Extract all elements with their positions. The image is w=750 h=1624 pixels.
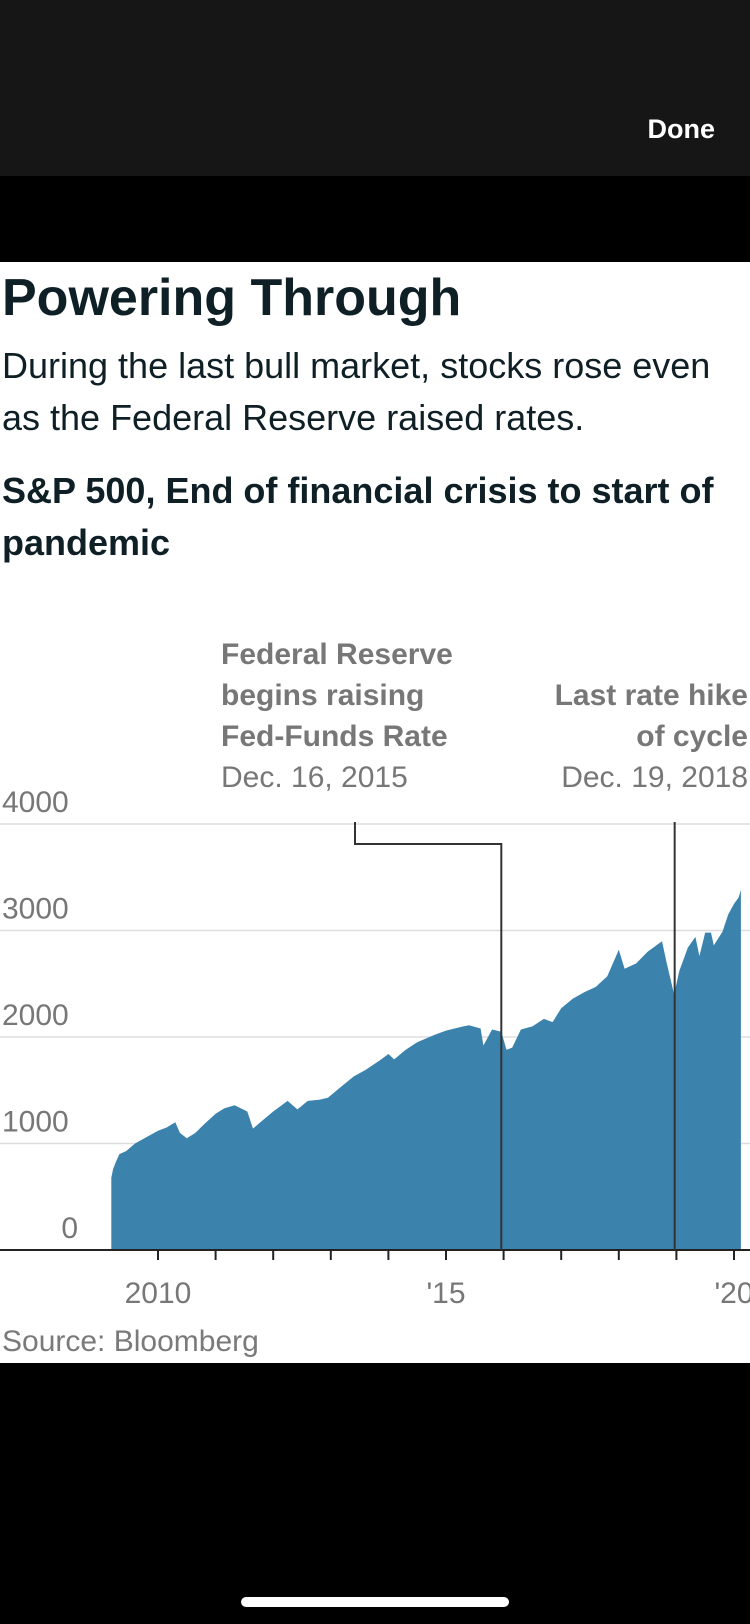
annotation-2-date: Dec. 19, 2018 — [561, 761, 748, 794]
article-card: Powering Through During the last bull ma… — [0, 262, 750, 1363]
y-tick-label-0: 0 — [61, 1212, 78, 1245]
y-axis-labels: 0 1000 2000 3000 4000 — [2, 786, 78, 1245]
annotations: Federal Reserve begins raising Fed-Funds R… — [221, 638, 748, 1250]
x-tick-label-2020: '20 — [714, 1277, 750, 1310]
chart-source: Source: Bloomberg — [2, 1325, 259, 1358]
x-axis: 2010 '15 '20 — [0, 1249, 750, 1310]
article-headline: Powering Through — [2, 269, 462, 327]
annotation-1-date: Dec. 16, 2015 — [221, 761, 408, 794]
annotation-line-rate-hike-start — [354, 822, 503, 1250]
home-indicator — [241, 1597, 509, 1607]
chart-title: S&P 500, End of financial crisis to star… — [2, 470, 714, 563]
sp500-area-chart: 0 1000 2000 3000 4000 2010 '15 '20 Federal Res… — [0, 638, 750, 1310]
area-layer — [111, 890, 741, 1250]
done-button[interactable]: Done — [647, 114, 716, 144]
annotation-1-line2: begins raising — [221, 679, 424, 712]
y-tick-label-4000: 4000 — [2, 786, 69, 819]
annotation-1-line3: Fed-Funds Rate — [221, 720, 448, 753]
x-tick-label-2015: '15 — [426, 1277, 465, 1310]
sp500-area — [111, 890, 741, 1250]
annotation-2-line2: of cycle — [636, 720, 748, 753]
x-tick-label-2010: 2010 — [125, 1277, 192, 1310]
article-subhead: During the last bull market, stocks rose… — [2, 345, 711, 438]
annotation-1-line1: Federal Reserve — [221, 638, 453, 671]
y-tick-label-3000: 3000 — [2, 893, 69, 926]
annotation-2-line1: Last rate hike — [555, 679, 748, 712]
y-tick-label-2000: 2000 — [2, 999, 69, 1032]
top-toolbar: Done — [0, 0, 750, 176]
y-tick-label-1000: 1000 — [2, 1106, 69, 1139]
